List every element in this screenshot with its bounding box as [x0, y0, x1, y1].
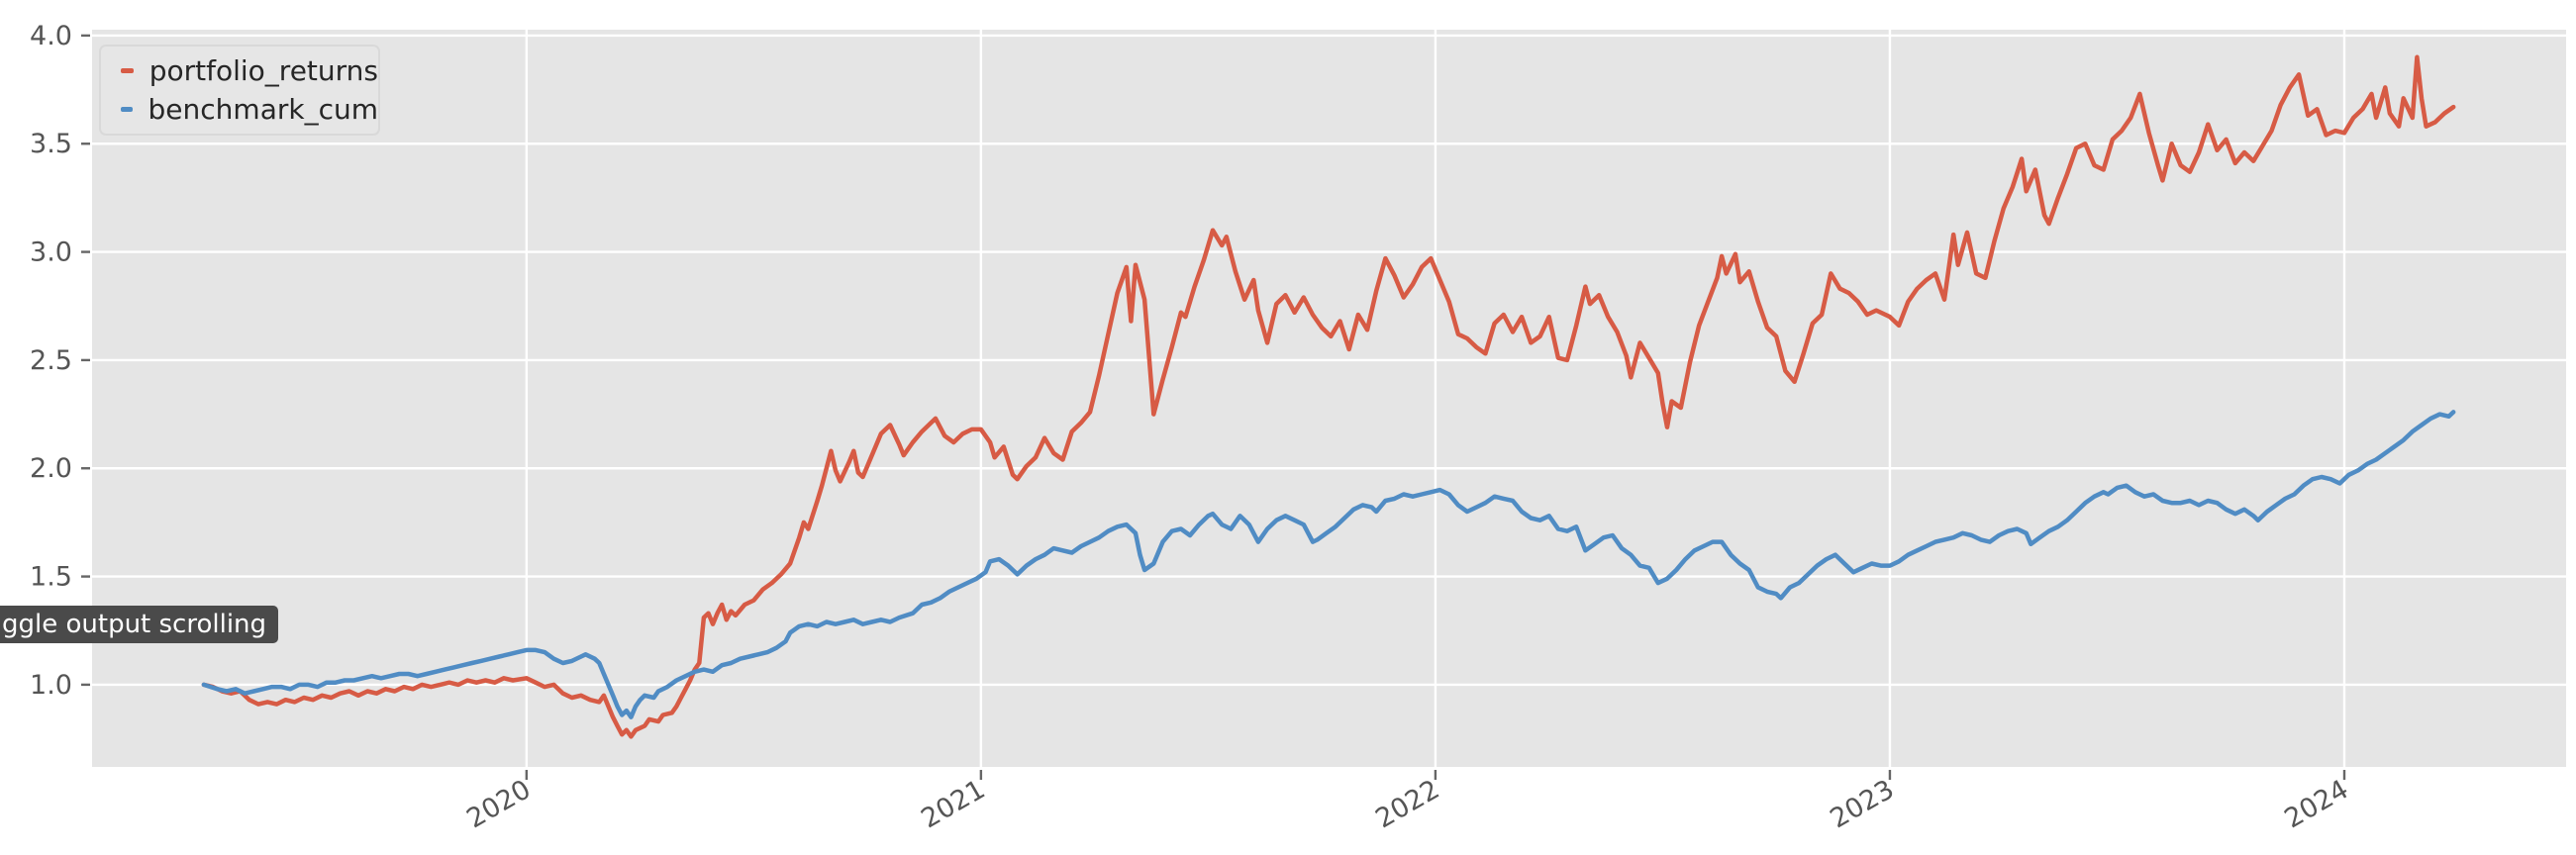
y-tick-label: 3.0	[30, 238, 72, 268]
y-tick-label: 2.0	[30, 453, 72, 484]
legend-line-portfolio-returns-icon	[121, 68, 134, 73]
plot-area	[92, 30, 2566, 767]
y-tick-label: 4.0	[30, 21, 72, 51]
y-tick-label: 1.5	[30, 562, 72, 593]
x-tick-label: 2020	[461, 774, 536, 834]
y-tick-label: 1.0	[30, 670, 72, 701]
y-tick-label: 2.5	[30, 345, 72, 376]
legend-label-portfolio-returns: portfolio_returns	[149, 53, 378, 87]
legend-entry-benchmark-cum: benchmark_cum	[121, 92, 378, 126]
x-tick-label: 2024	[2279, 774, 2353, 834]
toggle-output-scrolling-tooltip: ggle output scrolling	[0, 606, 279, 643]
y-tick-label: 3.5	[30, 129, 72, 159]
legend-entry-portfolio-returns: portfolio_returns	[121, 53, 378, 87]
legend-label-benchmark-cum: benchmark_cum	[148, 92, 378, 126]
x-tick-label: 2021	[916, 774, 990, 834]
legend-line-benchmark-cum-icon	[121, 107, 133, 112]
legend: portfolio_returns benchmark_cum	[99, 45, 380, 136]
x-tick-label: 2022	[1370, 774, 1444, 834]
series-portfolio_returns	[201, 54, 2456, 739]
series-benchmark_cum	[201, 410, 2456, 719]
x-tick-label: 2023	[1825, 774, 1899, 834]
